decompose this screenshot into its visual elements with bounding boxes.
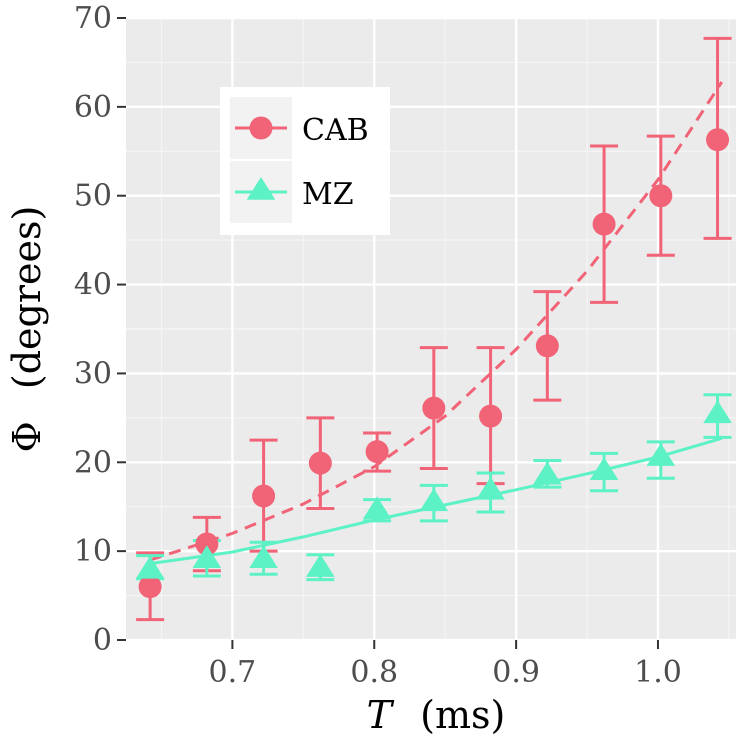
cab-point	[195, 532, 219, 556]
cab-point	[308, 451, 332, 475]
cab-point	[479, 404, 503, 428]
cab-fit-line	[149, 81, 724, 562]
data-points	[135, 128, 732, 599]
y-tick-label: 0	[93, 623, 112, 658]
mz-point	[362, 496, 392, 520]
legend-mz-marker	[246, 177, 276, 200]
y-tick-label: 60	[74, 90, 112, 125]
mz-point	[135, 555, 165, 579]
x-tick-label: 0.9	[492, 655, 540, 690]
legend-cab-marker	[249, 116, 273, 140]
cab-point	[422, 396, 446, 420]
cab-point	[252, 484, 276, 508]
x-tick-label: 0.8	[350, 655, 398, 690]
mz-point	[646, 443, 676, 466]
svg-text:T (ms): T (ms)	[367, 693, 506, 737]
mz-point	[703, 400, 732, 424]
fit-lines	[149, 81, 724, 566]
legend-label-cab: CAB	[302, 113, 369, 148]
y-tick-label: 10	[74, 534, 112, 569]
mz-point	[533, 461, 562, 485]
cab-point	[706, 128, 730, 152]
y-tick-label: 50	[74, 179, 112, 214]
mz-point	[419, 488, 449, 512]
y-tick-label: 70	[74, 1, 112, 36]
y-axis-variable: Φ	[5, 421, 49, 452]
x-tick-label: 1.0	[634, 655, 682, 690]
cab-point	[649, 184, 673, 208]
mz-point	[192, 545, 222, 569]
svg-text:Φ (degrees): Φ (degrees)	[5, 206, 49, 453]
mz-point	[589, 457, 619, 481]
x-axis-title: T (ms)	[367, 693, 506, 737]
cab-point	[592, 212, 616, 236]
y-tick-label: 20	[74, 445, 112, 480]
y-axis-unit: (degrees)	[5, 206, 49, 389]
y-axis-title: Φ (degrees)	[5, 206, 49, 453]
x-tick-label: 0.7	[209, 655, 257, 690]
legend-label-mz: MZ	[302, 177, 354, 212]
y-tick-label: 30	[74, 356, 112, 391]
y-tick-label: 40	[74, 268, 112, 303]
mz-point	[306, 554, 335, 577]
axis-ticks: 0 10 20 30 40 50 60 70 0.7 0.8 0.9 1.0	[74, 1, 682, 690]
cab-point	[138, 575, 162, 599]
x-axis-unit: (ms)	[420, 693, 505, 737]
mz-fit-line	[149, 436, 723, 566]
cab-point	[365, 440, 389, 464]
x-axis-variable: T	[367, 693, 395, 737]
mz-point	[249, 545, 278, 569]
legend: CAB MZ	[220, 87, 390, 235]
cab-point	[535, 334, 559, 358]
mz-point	[476, 476, 505, 500]
